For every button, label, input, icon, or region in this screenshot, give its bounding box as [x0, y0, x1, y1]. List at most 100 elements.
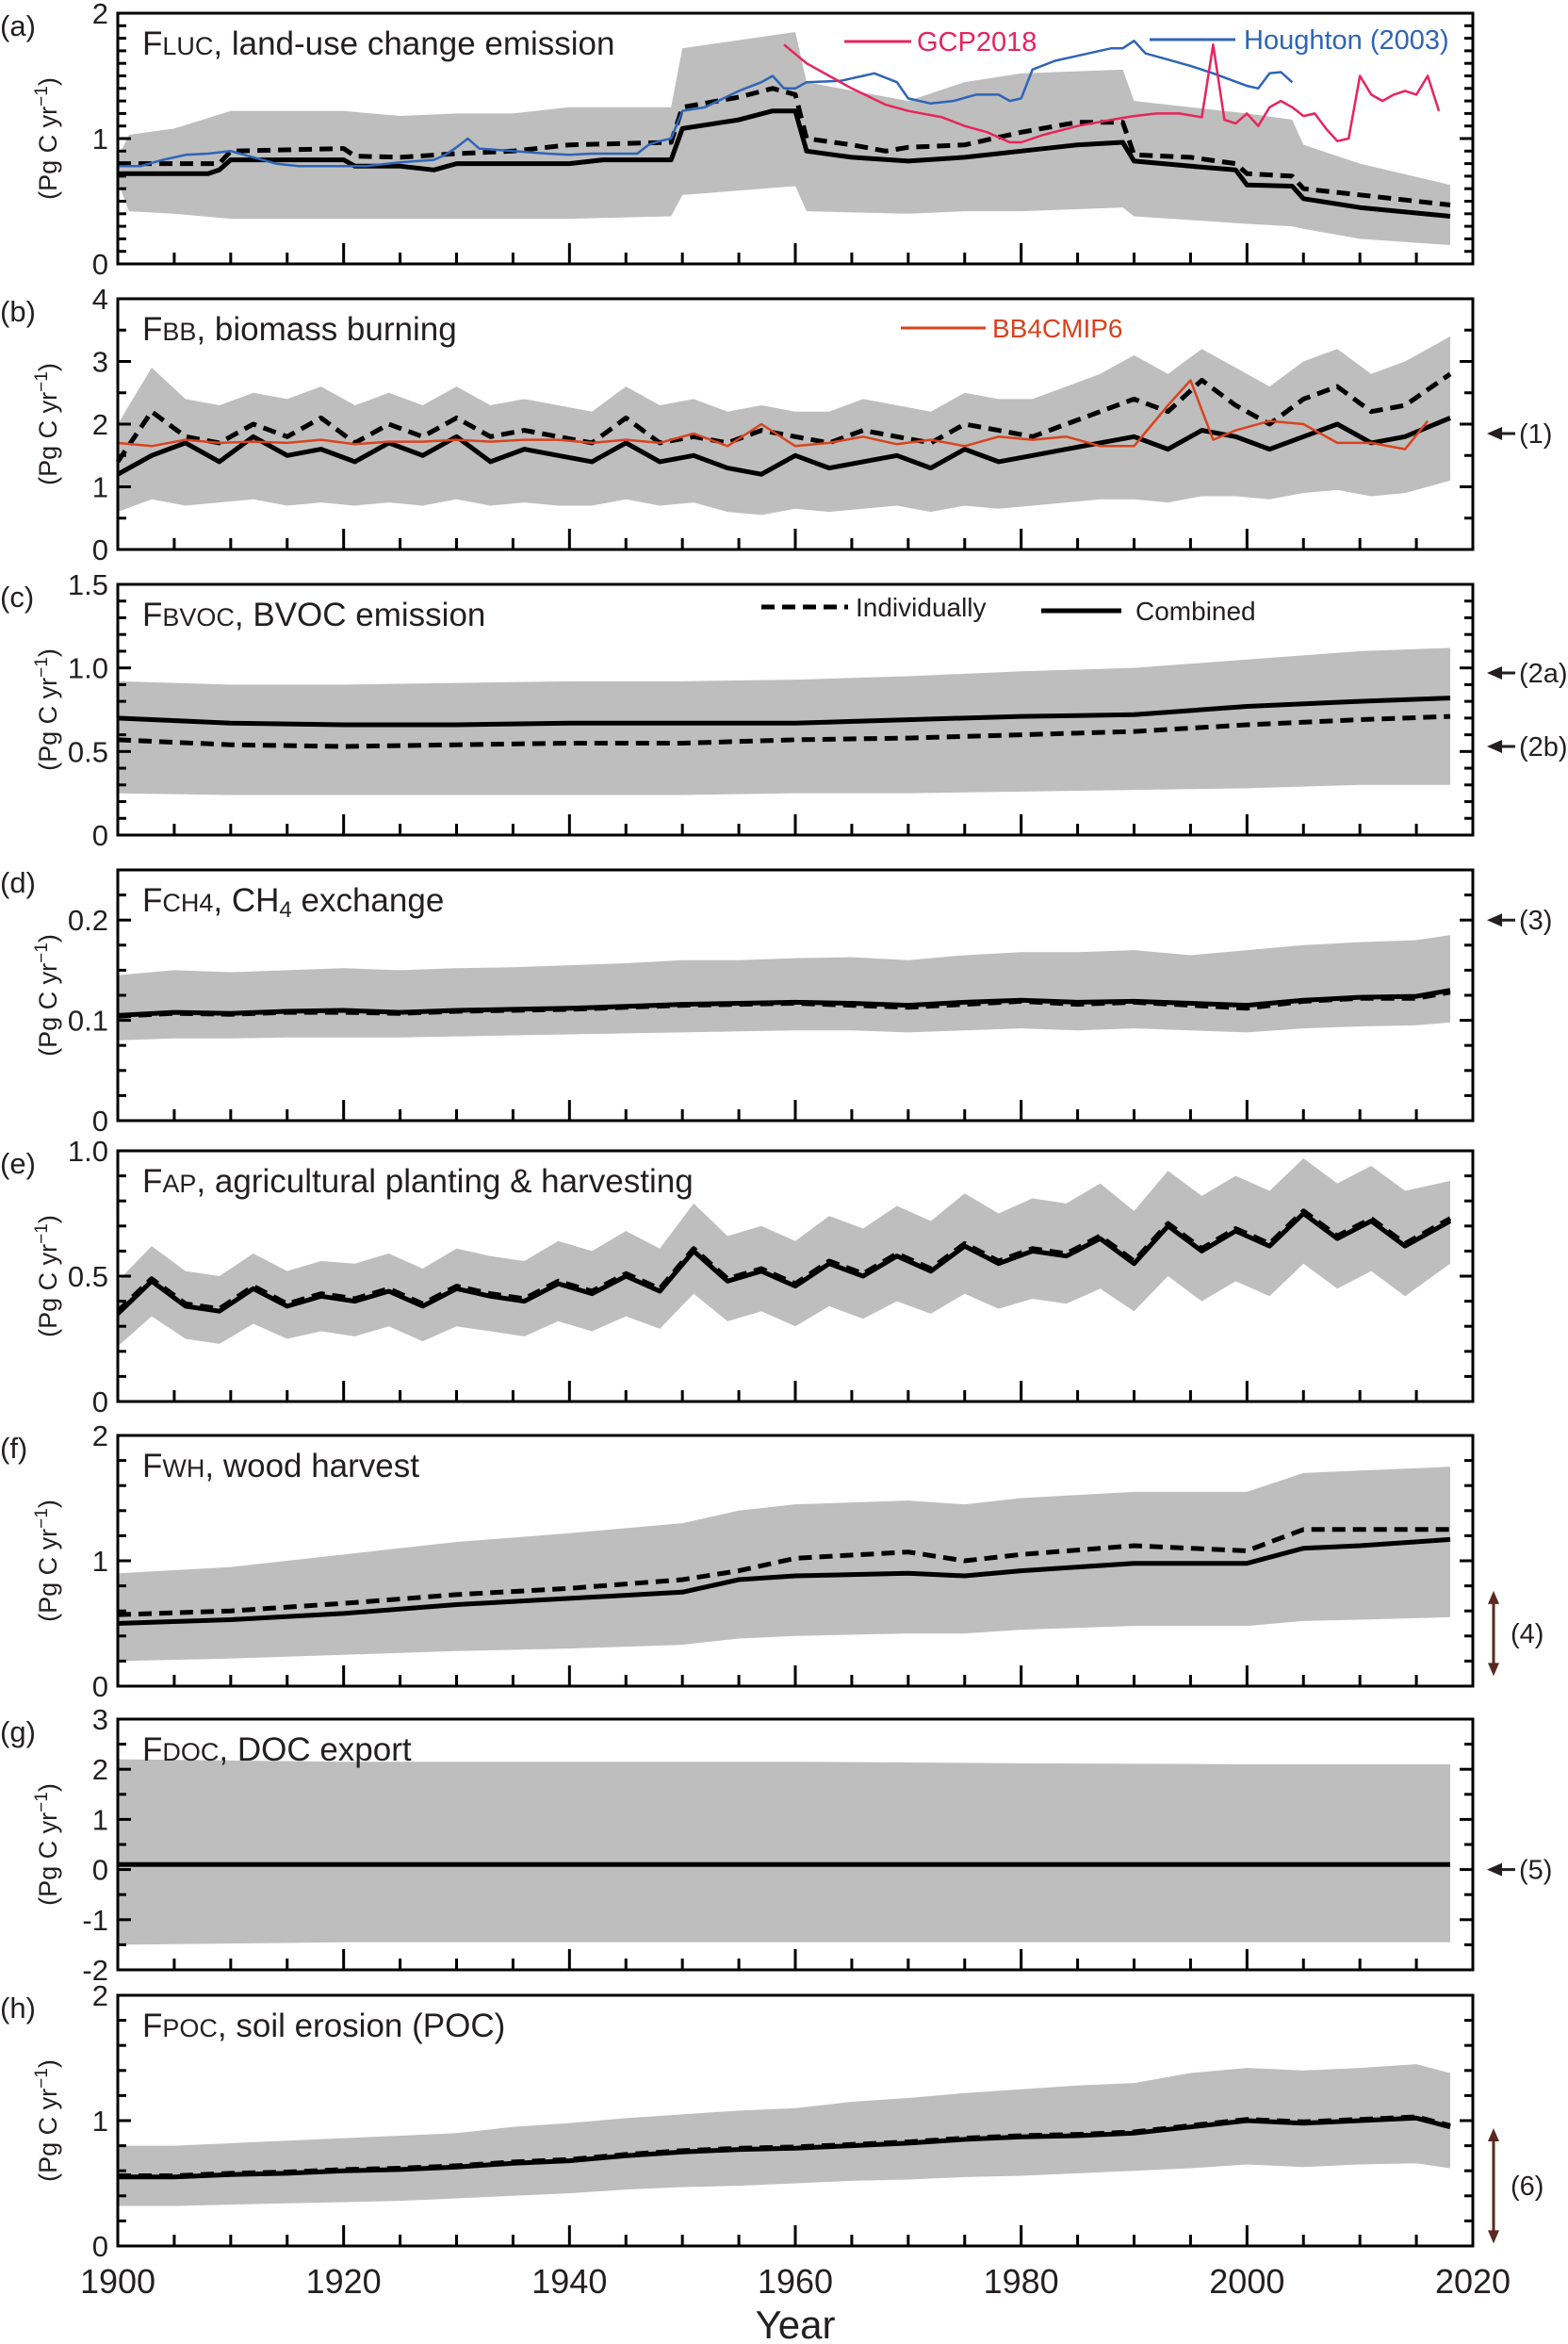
- x-tick-label: 1940: [531, 2262, 607, 2301]
- uncertainty-band: [118, 1157, 1451, 1347]
- y-tick-label: 1.5: [68, 568, 108, 601]
- title-text: , soil erosion (POC): [218, 2008, 505, 2044]
- title-text: , land-use change emission: [213, 25, 614, 62]
- title-f: F: [142, 1448, 162, 1484]
- title-text: , DOC export: [219, 1731, 411, 1768]
- y-tick-label: 0: [92, 1670, 108, 1703]
- series-houghton-2003: [118, 40, 1294, 168]
- uncertainty-band: [118, 935, 1451, 1041]
- y-tick-label: 0: [92, 248, 108, 281]
- y-tick-label: -2: [82, 1954, 108, 1987]
- series-bb4cmip6: [117, 379, 1429, 451]
- y-axis-label: (Pg C yr−1): [32, 1500, 62, 1622]
- title-f: F: [142, 882, 162, 919]
- y-axis-label-close: ): [34, 648, 62, 657]
- y-axis-label-close: ): [34, 934, 62, 943]
- x-tick-label: 1920: [306, 2262, 382, 2301]
- legend-label: Combined: [1135, 597, 1256, 626]
- panel-title: FBVOC, BVOC emission: [142, 597, 485, 633]
- y-axis-label: (Pg C yr−1): [32, 77, 62, 200]
- series-combined: [118, 2115, 1451, 2180]
- arrowhead-icon: [1487, 426, 1502, 440]
- y-axis-label-close: ): [34, 77, 62, 86]
- y-tick-label: 1: [92, 123, 108, 156]
- annotation-label: (1): [1519, 419, 1552, 450]
- x-tick-label: 1900: [80, 2262, 155, 2301]
- arrowhead-down-icon: [1488, 2230, 1499, 2244]
- y-tick-label: 1: [92, 1545, 108, 1578]
- y-tick-label: 2: [92, 408, 108, 441]
- y-axis-label-text: (Pg C yr: [34, 1244, 62, 1337]
- y-axis-label-text: (Pg C yr: [34, 392, 62, 485]
- title-f: F: [142, 1163, 162, 1200]
- series-individually: [118, 86, 1451, 207]
- y-tick-label: 1.0: [68, 1135, 108, 1168]
- panel-label: (g): [0, 1715, 36, 1748]
- panel-title: FAP, agricultural planting & harvesting: [142, 1163, 694, 1200]
- arrowhead-up-icon: [1488, 2127, 1499, 2141]
- y-axis-label-sup: −1: [32, 86, 52, 107]
- y-axis-label-close: ): [34, 1783, 62, 1792]
- y-tick-label: 2: [92, 1419, 108, 1452]
- panel-g: -2 -1 0 1 2 3 (g) (Pg C yr−1) FDOC, DOC export (5…: [0, 1703, 1552, 1987]
- y-axis-label-close: ): [34, 1215, 62, 1223]
- panel-label: (c): [0, 581, 34, 614]
- y-axis-label: (Pg C yr−1): [32, 1215, 62, 1337]
- y-tick-label: 0: [92, 533, 108, 566]
- title-f: F: [142, 25, 162, 62]
- uncertainty-band: [118, 336, 1451, 516]
- title-text-post: exchange: [292, 882, 445, 919]
- arrowhead-icon: [1487, 913, 1502, 927]
- y-tick-label: 1: [92, 1803, 108, 1836]
- panel-c: 0 0.5 1.0 1.5 (c) (Pg C yr−1) FBVOC, BVOC emis…: [0, 568, 1568, 852]
- y-tick-label: 0.1: [68, 1005, 108, 1038]
- y-axis-label-text: (Pg C yr: [34, 963, 62, 1057]
- y-axis-label-sup: −1: [32, 371, 52, 392]
- series-combined: [117, 1536, 1451, 1626]
- y-axis-label-sup: −1: [32, 2068, 52, 2089]
- panel-f: 0 1 2 (f) (Pg C yr−1) FWH, wood harvest (4): [0, 1419, 1544, 1703]
- legend-label: GCP2018: [917, 27, 1037, 57]
- panel-a: 0 1 2 (a) (Pg C yr−1) FLUC, land-use change e…: [0, 0, 1475, 281]
- arrowhead-icon: [1487, 740, 1502, 754]
- uncertainty-band: [118, 31, 1451, 246]
- title-subscript: WH: [162, 1454, 204, 1483]
- uncertainty-band: [118, 1467, 1451, 1662]
- arrowhead-icon: [1487, 665, 1502, 680]
- panel-label: (b): [0, 295, 36, 328]
- series-combined: [117, 988, 1451, 1018]
- series-gcp2018: [783, 43, 1441, 144]
- title-text-subscript: 4: [279, 897, 291, 923]
- annotation-label: (2a): [1519, 659, 1568, 689]
- y-axis-label: (Pg C yr−1): [32, 648, 62, 771]
- legend-label: Individually: [856, 593, 987, 622]
- y-tick-label: 0.2: [68, 904, 108, 937]
- y-axis-label-text: (Pg C yr: [34, 107, 62, 200]
- title-f: F: [142, 2008, 162, 2044]
- panel-title: FBB, biomass burning: [142, 311, 457, 348]
- title-subscript: POC: [162, 2014, 218, 2042]
- panel-h: 0 1 2 (h) (Pg C yr−1) FPOC, soil erosion (POC…: [0, 1979, 1544, 2263]
- y-tick-label: 4: [92, 283, 108, 316]
- series-individually: [117, 713, 1451, 749]
- x-tick-label: 2000: [1209, 2262, 1284, 2301]
- y-tick-label: 2: [92, 0, 108, 30]
- panel-label: (d): [0, 866, 36, 899]
- y-tick-label: 3: [92, 346, 108, 379]
- title-subscript: BB: [162, 318, 196, 346]
- series-individually: [117, 990, 1451, 1019]
- panel-title: FLUC, land-use change emission: [142, 25, 615, 62]
- y-axis-label: (Pg C yr−1): [32, 1783, 62, 1906]
- y-axis-label-sup: −1: [32, 1792, 52, 1812]
- y-axis-label-text: (Pg C yr: [34, 678, 62, 771]
- y-axis-label-sup: −1: [32, 1508, 52, 1529]
- title-text: , agricultural planting & harvesting: [196, 1163, 693, 1200]
- y-tick-label: 0: [92, 2230, 108, 2263]
- x-tick-label: 1960: [758, 2262, 833, 2301]
- y-tick-label: 1: [92, 2105, 108, 2138]
- legend-label: Houghton (2003): [1244, 25, 1449, 56]
- uncertainty-band: [118, 1759, 1451, 1945]
- arrowhead-down-icon: [1488, 1663, 1499, 1677]
- y-tick-label: 0: [92, 819, 108, 852]
- panel-e: 0 0.5 1.0 (e) (Pg C yr−1) FAP, agricultural p…: [0, 1135, 1475, 1418]
